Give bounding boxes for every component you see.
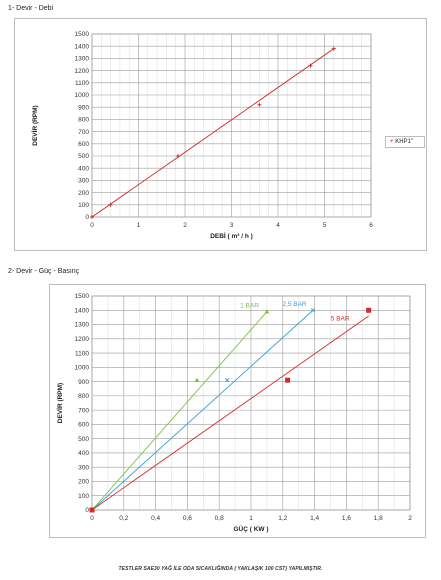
section1-title: 1- Devir - Debi	[8, 5, 54, 12]
x-tick-label: 1	[137, 222, 141, 229]
x-tick-label: 1,8	[374, 515, 383, 522]
y-tick-label: 1500	[75, 293, 90, 300]
x-tick-label: 2	[183, 222, 187, 229]
y-tick-label: 1500	[75, 31, 90, 38]
x-tick-label: 3	[230, 222, 234, 229]
data-point-0-1	[194, 377, 200, 382]
x-axis-label: DEBİ ( m³ / h )	[210, 232, 253, 240]
y-tick-label: 0	[85, 507, 89, 514]
y-tick-label: 0	[85, 214, 89, 221]
data-point-2-1	[285, 377, 291, 383]
data-point-2-0	[89, 507, 95, 513]
chart1-frame: 0 1 2 3 4 5 6 0 100 200 300 400 500 600 700 800 900 1000 1…	[14, 18, 427, 251]
series-label-0: 1 BAR	[240, 302, 259, 309]
x-tick-label: 1,4	[310, 515, 319, 522]
y-tick-label: 1100	[75, 350, 89, 357]
y-axis-label: DEVİR (RPM)	[31, 105, 39, 145]
y-tick-label: 700	[78, 407, 89, 414]
y-tick-label: 1400	[75, 43, 90, 50]
legend-label-khp1: KHP1"	[395, 139, 413, 145]
y-tick-label: 1300	[75, 322, 90, 329]
trendline-2	[91, 315, 369, 511]
x-tick-label: 2	[408, 515, 412, 522]
trendline-0	[91, 48, 335, 218]
devir-debi-chart: 0 1 2 3 4 5 6 0 100 200 300 400 500 600 700 800 900 1000 1…	[31, 31, 373, 240]
y-tick-label: 900	[78, 379, 89, 386]
y-tick-label: 600	[78, 422, 89, 429]
trendline-1	[91, 309, 314, 511]
legend-marker-khp1: +	[390, 139, 394, 145]
y-tick-label: 1000	[75, 92, 90, 99]
y-tick-label: 400	[78, 165, 89, 172]
y-tick-label: 100	[78, 493, 89, 500]
section2-title: 2- Devir - Güç - Basınç	[8, 268, 80, 275]
x-tick-label: 0,6	[183, 515, 192, 522]
x-tick-label: 6	[369, 222, 373, 229]
y-tick-label: 1200	[75, 336, 90, 343]
y-tick-label: 500	[78, 153, 89, 160]
data-point-1-2-b	[310, 308, 316, 313]
y-tick-label: 600	[78, 141, 89, 148]
footer-note: TESTLER SAE30 YAĞ İLE ODA SICAKLIĞINDA (…	[118, 566, 323, 572]
x-tick-label: 5	[323, 222, 327, 229]
data-point-2-2	[366, 307, 372, 313]
y-tick-label: 900	[78, 104, 89, 111]
y-tick-label: 1100	[75, 80, 89, 87]
series-label-1: 2,5 BAR	[282, 301, 307, 308]
series-label-2: 5 BAR	[331, 315, 350, 322]
trendline-0	[91, 311, 268, 511]
y-tick-label: 1400	[75, 307, 90, 314]
y-tick-label: 1300	[75, 56, 90, 63]
devir-guc-basinc-chart: 0 0,2 0,4 0,6 0,8 1 1,2 1,4 1,6 1,8 2 0 100 200 300 400…	[56, 293, 412, 533]
y-tick-label: 200	[78, 190, 89, 197]
y-tick-label: 700	[78, 129, 89, 136]
y-tick-label: 1200	[75, 68, 90, 75]
x-tick-label: 0,2	[119, 515, 128, 522]
chart2-frame: 0 0,2 0,4 0,6 0,8 1 1,2 1,4 1,6 1,8 2 0 100 200 300 400…	[49, 284, 426, 538]
y-tick-label: 300	[78, 178, 89, 185]
y-axis-label: DEVİR (RPM)	[56, 383, 64, 423]
y-tick-label: 500	[78, 436, 89, 443]
y-tick-label: 800	[78, 393, 89, 400]
x-tick-label: 1,6	[342, 515, 351, 522]
x-tick-label: 1,2	[278, 515, 287, 522]
x-tick-label: 0	[90, 222, 94, 229]
x-tick-label: 1	[249, 515, 253, 522]
y-tick-label: 100	[78, 202, 89, 209]
y-tick-label: 400	[78, 450, 89, 457]
y-tick-label: 300	[78, 464, 89, 471]
x-tick-label: 0	[90, 515, 94, 522]
y-tick-label: 200	[78, 479, 89, 486]
y-tick-label: 800	[78, 117, 89, 124]
x-tick-label: 0,4	[151, 515, 160, 522]
data-point-0-2	[264, 309, 270, 314]
x-tick-label: 0,8	[215, 515, 224, 522]
x-axis-label: GÜÇ ( KW )	[233, 524, 268, 533]
y-tick-label: 1000	[75, 365, 90, 372]
chart1-legend: + KHP1"	[385, 136, 425, 148]
x-tick-label: 4	[276, 222, 280, 229]
data-point-1-1-b	[225, 378, 230, 383]
